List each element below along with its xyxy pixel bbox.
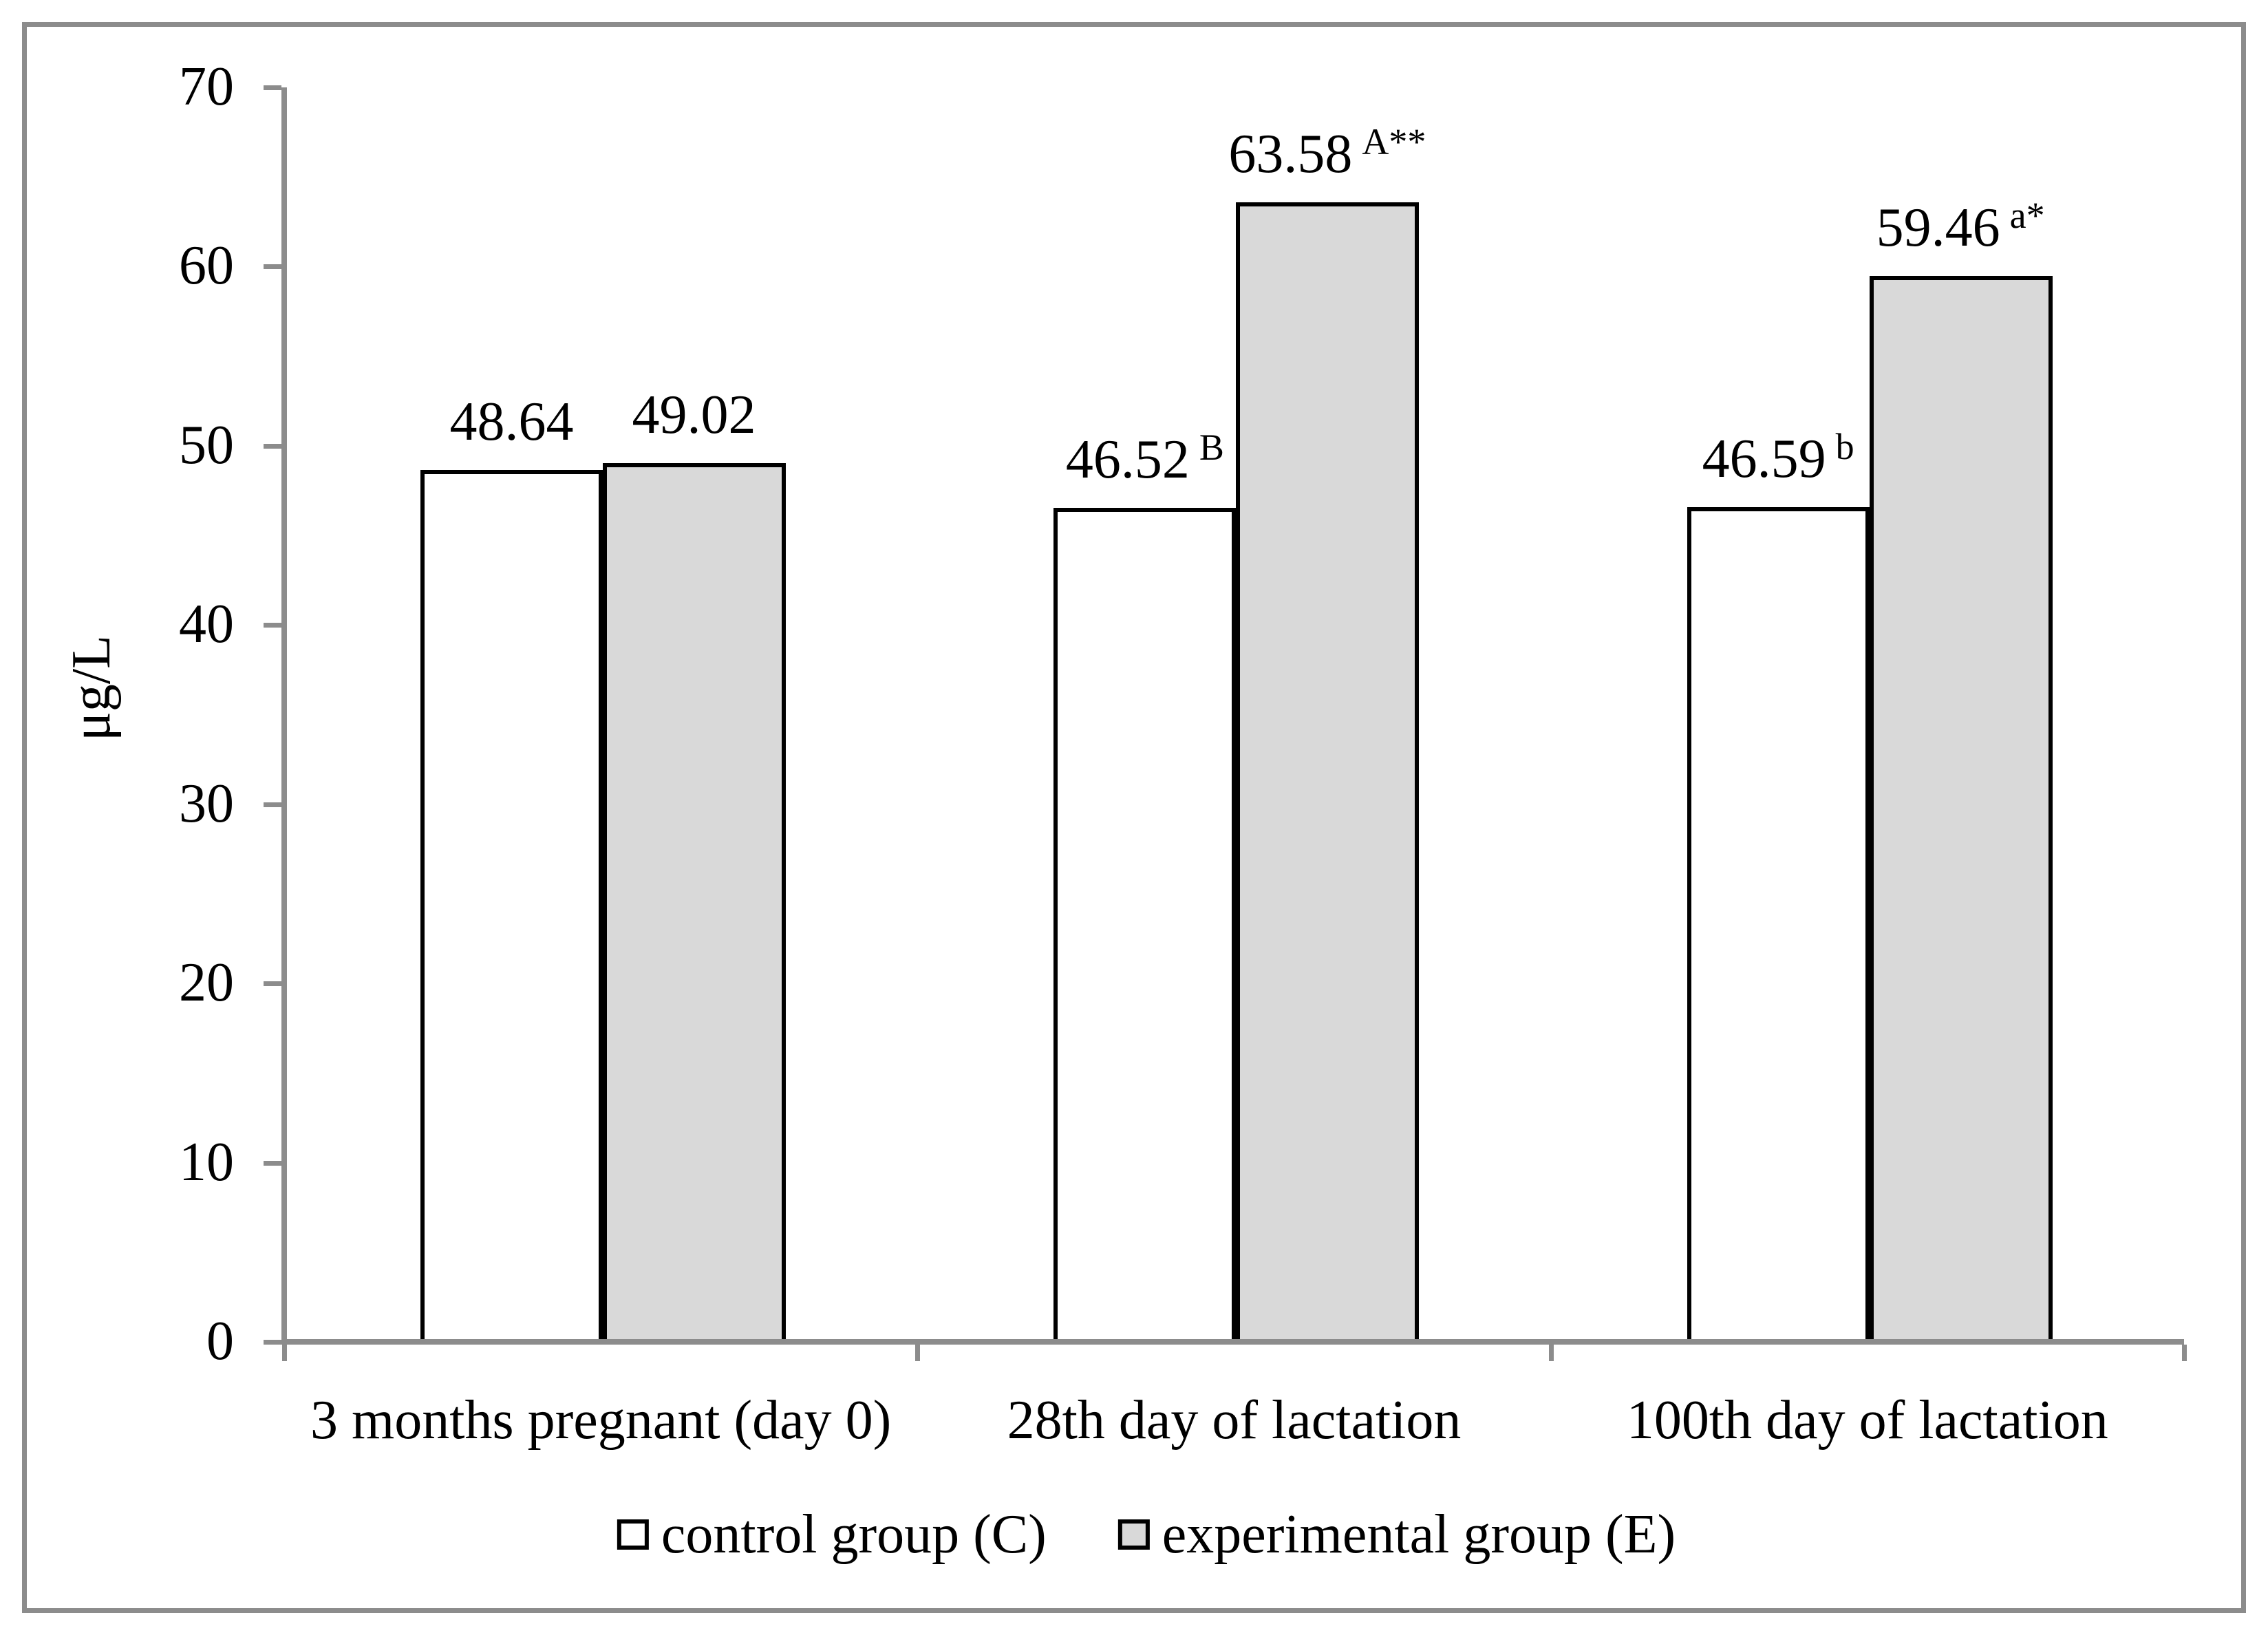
y-tick-label: 0 <box>206 1311 234 1371</box>
bar-value-superscript: a* <box>2009 195 2045 237</box>
bar-experimental-1 <box>1236 202 1420 1345</box>
bar-value-text: 48.64 <box>449 392 574 453</box>
x-category-label: 100th day of lactation <box>1626 1390 2108 1451</box>
x-tick <box>2182 1345 2187 1361</box>
bar-value-text: 46.59 <box>1702 428 1826 489</box>
y-tick-label: 40 <box>179 594 234 655</box>
x-category-label: 28th day of lactation <box>1007 1390 1462 1451</box>
y-tick <box>264 1160 281 1166</box>
bar-value-text: 63.58 <box>1228 124 1353 185</box>
bar-experimental-2 <box>1869 276 2053 1345</box>
bar-value-label: 63.58 A** <box>1228 121 1426 187</box>
x-tick <box>282 1345 287 1361</box>
legend-item-experimental: experimental group (E) <box>1117 1504 1676 1565</box>
bar-experimental-0 <box>603 463 786 1345</box>
bar-control-0 <box>420 470 603 1345</box>
bar-value-label: 49.02 <box>632 387 756 442</box>
bar-value-label: 59.46 a* <box>1876 195 2045 261</box>
bar-value-superscript: b <box>1835 425 1854 467</box>
y-tick <box>264 981 281 987</box>
bar-value-text: 59.46 <box>1876 197 2000 259</box>
legend-item-control: control group (C) <box>617 1507 1047 1562</box>
x-axis-line <box>281 1339 2184 1345</box>
y-tick-label: 50 <box>179 414 234 475</box>
y-axis-line <box>281 87 287 1345</box>
y-tick <box>264 85 281 90</box>
bar-value-superscript: A** <box>1362 121 1426 163</box>
legend-swatch-icon <box>1117 1519 1150 1550</box>
bar-value-superscript: B <box>1199 427 1224 469</box>
y-tick <box>264 264 281 270</box>
x-tick <box>915 1345 921 1361</box>
y-tick <box>264 802 281 807</box>
x-category-label: 3 months pregnant (day 0) <box>310 1390 892 1451</box>
bar-value-text: 46.52 <box>1065 429 1190 491</box>
y-tick <box>264 1340 281 1345</box>
y-tick <box>264 623 281 628</box>
y-tick-label: 70 <box>179 56 234 117</box>
bar-control-1 <box>1053 508 1237 1345</box>
y-axis-title: μg/L <box>61 635 122 741</box>
y-tick-label: 20 <box>179 952 234 1014</box>
y-tick-label: 60 <box>179 235 234 297</box>
legend-swatch-icon <box>617 1519 649 1550</box>
bar-control-2 <box>1687 506 1870 1345</box>
legend: control group (C) experimental group (E) <box>617 1507 1676 1562</box>
y-tick <box>264 443 281 449</box>
legend-label: experimental group (E) <box>1162 1504 1676 1565</box>
bar-value-label: 48.64 <box>450 394 574 449</box>
bar-value-label: 46.52 B <box>1065 427 1224 493</box>
bar-value-text: 49.02 <box>632 385 756 446</box>
x-tick <box>1548 1345 1554 1361</box>
legend-label: control group (C) <box>661 1504 1047 1565</box>
bar-value-label: 46.59 b <box>1702 426 1854 492</box>
y-tick-label: 30 <box>179 773 234 834</box>
y-tick-label: 10 <box>179 1131 234 1193</box>
